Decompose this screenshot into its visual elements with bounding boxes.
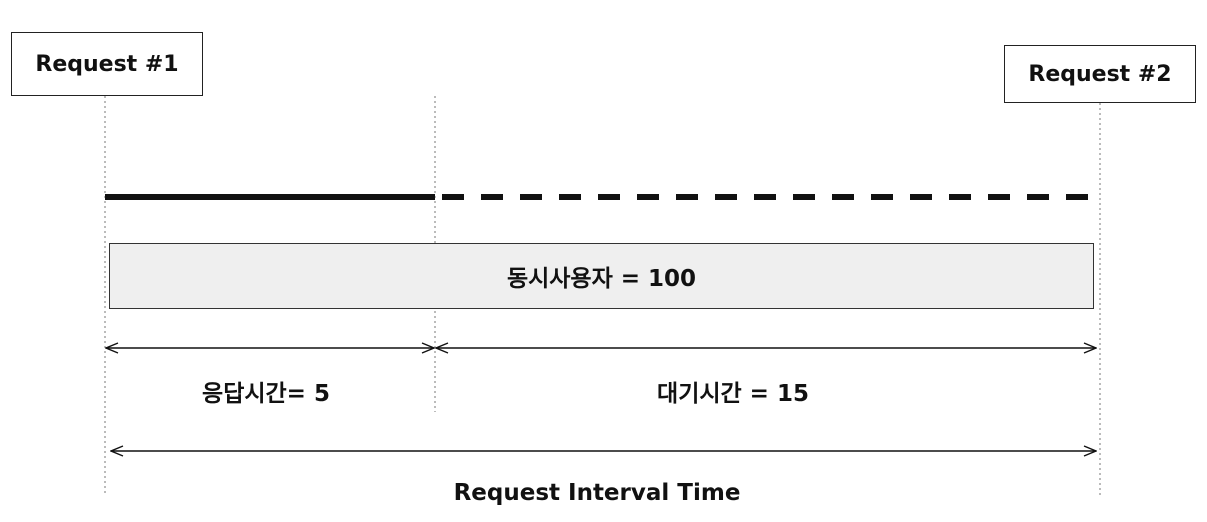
request-1-box: Request #1 bbox=[11, 32, 203, 96]
wait-time-label: 대기시간 = 15 bbox=[657, 381, 809, 407]
request-2-box: Request #2 bbox=[1004, 45, 1196, 103]
concurrent-users-label: 동시사용자 = 100 bbox=[506, 266, 697, 292]
request-interval-label: Request Interval Time bbox=[453, 480, 741, 506]
response-time-label: 응답시간= 5 bbox=[202, 381, 330, 407]
concurrent-users-bar: 동시사용자 = 100 bbox=[109, 243, 1094, 309]
request-2-label: Request #2 bbox=[1028, 61, 1172, 87]
request-1-label: Request #1 bbox=[35, 51, 179, 77]
